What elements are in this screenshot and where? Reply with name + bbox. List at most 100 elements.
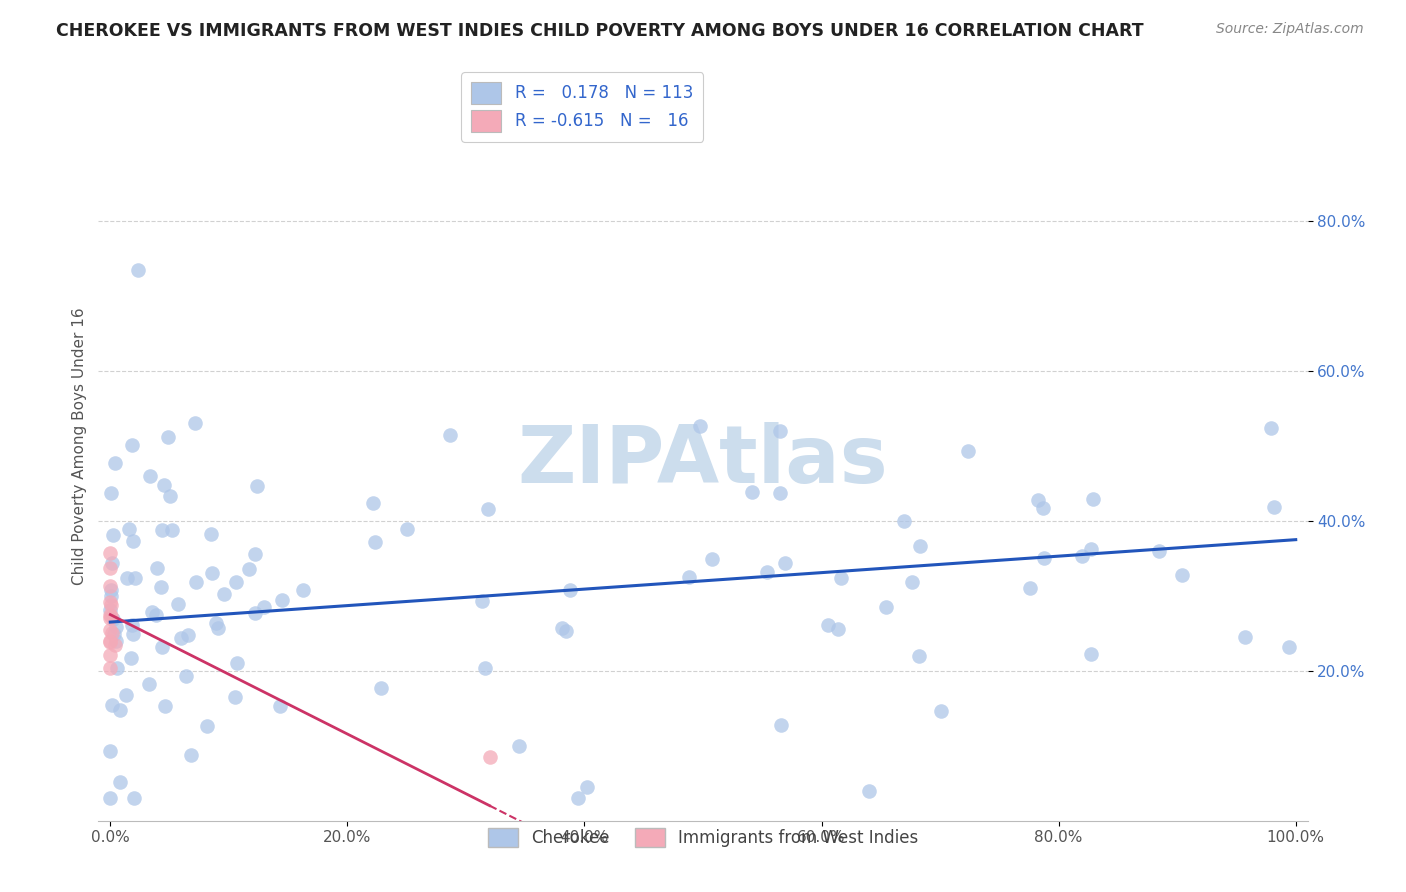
Point [184, 416, 207, 430]
Point [201, 566, 224, 580]
Text: Source: ZipAtlas.com: Source: ZipAtlas.com [1216, 22, 1364, 37]
Point [118, 522, 141, 536]
Point [1171, 568, 1194, 582]
Point [364, 535, 387, 549]
Point [439, 428, 461, 442]
Point [243, 547, 266, 561]
Point [101, 556, 124, 570]
Point [1081, 491, 1104, 506]
Point [678, 570, 700, 584]
Point [395, 522, 418, 536]
Point [174, 669, 197, 683]
Point [186, 575, 208, 590]
Point [207, 621, 229, 635]
Point [98, 634, 121, 648]
Point [108, 774, 131, 789]
Point [98, 635, 121, 649]
Point [122, 627, 145, 641]
Point [180, 748, 202, 763]
Point [1032, 551, 1054, 566]
Point [1263, 500, 1285, 515]
Point [104, 638, 127, 652]
Point [101, 626, 124, 640]
Point [700, 552, 723, 566]
Point [901, 574, 924, 589]
Point [98, 744, 121, 758]
Point [769, 486, 792, 500]
Point [212, 587, 235, 601]
Point [105, 661, 128, 675]
Point [1277, 640, 1299, 654]
Point [120, 650, 142, 665]
Point [177, 628, 200, 642]
Point [224, 690, 246, 704]
Point [243, 606, 266, 620]
Point [122, 533, 145, 548]
Point [98, 546, 121, 560]
Point [121, 438, 143, 452]
Text: CHEROKEE VS IMMIGRANTS FROM WEST INDIES CHILD POVERTY AMONG BOYS UNDER 16 CORREL: CHEROKEE VS IMMIGRANTS FROM WEST INDIES … [56, 22, 1144, 40]
Point [124, 791, 146, 805]
Point [98, 561, 121, 575]
Point [370, 681, 392, 695]
Point [100, 623, 122, 637]
Point [1080, 647, 1102, 661]
Point [1018, 581, 1040, 595]
Y-axis label: Child Poverty Among Boys Under 16: Child Poverty Among Boys Under 16 [72, 307, 87, 585]
Point [205, 615, 228, 630]
Point [150, 640, 173, 654]
Point [115, 688, 138, 702]
Point [138, 677, 160, 691]
Point [100, 589, 122, 603]
Point [875, 600, 897, 615]
Point [929, 704, 952, 718]
Point [478, 750, 501, 764]
Point [105, 633, 128, 648]
Point [1147, 543, 1170, 558]
Point [830, 571, 852, 585]
Point [361, 496, 384, 510]
Point [146, 561, 169, 575]
Legend: Cherokee, Immigrants from West Indies: Cherokee, Immigrants from West Indies [481, 821, 925, 854]
Point [103, 627, 125, 641]
Point [1070, 549, 1092, 563]
Point [858, 784, 880, 798]
Point [195, 719, 218, 733]
Point [1234, 631, 1257, 645]
Point [769, 424, 792, 438]
Point [1260, 421, 1282, 435]
Point [471, 593, 494, 607]
Point [98, 610, 121, 624]
Point [551, 622, 574, 636]
Point [226, 656, 249, 670]
Point [773, 556, 796, 570]
Point [908, 539, 931, 553]
Point [100, 582, 122, 597]
Point [576, 780, 599, 795]
Point [150, 580, 173, 594]
Point [104, 620, 127, 634]
Point [100, 791, 122, 805]
Point [477, 502, 499, 516]
Point [1032, 501, 1054, 516]
Text: ZIPAtlas: ZIPAtlas [517, 422, 889, 500]
Point [101, 698, 124, 712]
Point [245, 479, 267, 493]
Point [104, 456, 127, 470]
Point [121, 618, 143, 632]
Point [769, 718, 792, 732]
Point [100, 486, 122, 500]
Point [1080, 541, 1102, 556]
Point [817, 618, 839, 632]
Point [98, 579, 121, 593]
Point [292, 583, 315, 598]
Point [200, 527, 222, 541]
Point [827, 622, 849, 636]
Point [101, 612, 124, 626]
Point [474, 660, 496, 674]
Point [160, 523, 183, 537]
Point [567, 791, 589, 805]
Point [253, 600, 276, 615]
Point [908, 648, 931, 663]
Point [238, 562, 260, 576]
